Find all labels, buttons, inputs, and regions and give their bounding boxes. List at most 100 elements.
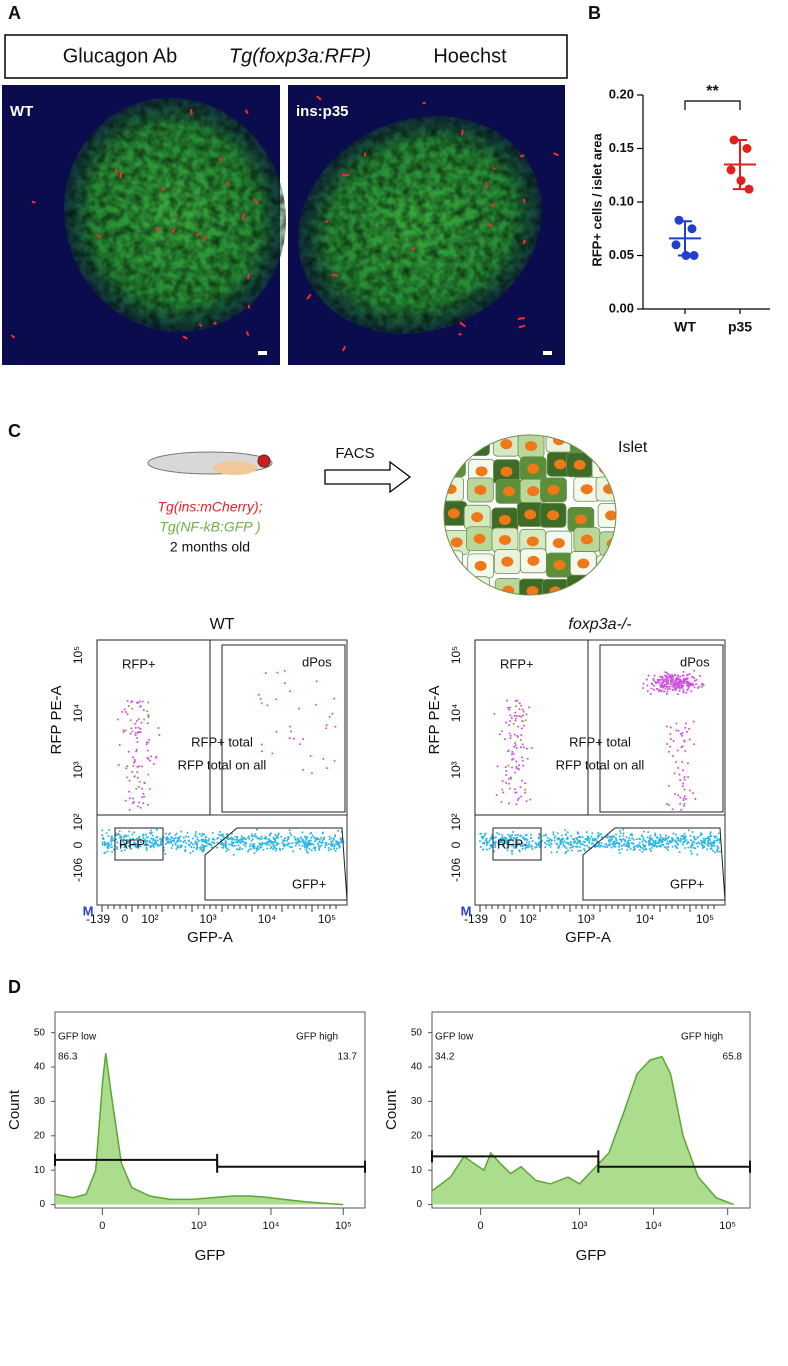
event-dot — [153, 843, 156, 846]
event-dot — [716, 845, 719, 848]
y-tick-label: 10 — [411, 1165, 423, 1176]
event-dot — [685, 691, 688, 694]
event-dot — [483, 835, 486, 838]
event-dot — [612, 835, 615, 838]
rfp-cell — [490, 202, 495, 208]
event-dot — [619, 832, 622, 835]
panel-label: A — [8, 3, 21, 23]
event-dot — [275, 847, 278, 850]
event-dot — [682, 680, 685, 683]
event-dot — [693, 841, 696, 844]
nucleus — [527, 486, 540, 497]
event-dot — [306, 836, 309, 839]
event-dot — [142, 709, 145, 712]
gate — [582, 827, 726, 901]
event-dot — [323, 837, 326, 840]
event-dot — [164, 832, 167, 835]
flow-plot: foxp3a-/- RFP+ dPos RFP+ total RFP total on … — [426, 616, 726, 946]
event-dot — [509, 714, 512, 717]
event-dot — [105, 832, 108, 835]
event-dot — [611, 837, 614, 840]
event-dot — [703, 842, 706, 845]
event-dot — [287, 842, 290, 845]
event-dot — [524, 782, 527, 785]
event-dot — [241, 838, 244, 841]
nucleus — [580, 484, 593, 495]
event-dot — [173, 837, 176, 840]
event-dot — [681, 785, 684, 788]
event-dot — [643, 844, 646, 847]
nucleus — [603, 561, 616, 572]
event-dot — [677, 794, 680, 797]
event-dot — [137, 785, 140, 788]
event-dot — [123, 846, 126, 849]
event-dot — [136, 741, 139, 744]
event-dot — [634, 847, 637, 850]
event-dot — [529, 837, 532, 840]
nucleus — [500, 439, 513, 450]
event-dot — [596, 836, 599, 839]
event-dot — [150, 837, 153, 840]
event-dot — [292, 737, 295, 740]
event-dot — [688, 727, 691, 730]
event-dot — [521, 847, 524, 850]
event-dot — [248, 837, 251, 840]
event-dot — [273, 841, 276, 844]
event-dot — [166, 838, 169, 841]
event-dot — [500, 800, 503, 803]
event-dot — [289, 725, 292, 728]
event-dot — [667, 842, 670, 845]
gate-bar — [597, 1160, 751, 1173]
event-dot — [198, 833, 201, 836]
event-dot — [603, 845, 606, 848]
event-dot — [562, 837, 565, 840]
event-dot — [704, 839, 707, 842]
event-dot — [196, 836, 199, 839]
event-dot — [281, 847, 284, 850]
y-tick-label: 0.15 — [609, 140, 634, 155]
event-dot — [319, 845, 322, 848]
event-dot — [575, 842, 578, 845]
event-dot — [129, 838, 132, 841]
event-dot — [583, 844, 586, 847]
event-dot — [318, 838, 321, 841]
plot-frame — [431, 1011, 751, 1209]
event-dot — [696, 845, 699, 848]
event-dot — [115, 846, 118, 849]
event-dot — [267, 838, 270, 841]
rfp-cell — [155, 227, 161, 232]
event-dot — [707, 835, 710, 838]
event-dot — [508, 839, 511, 842]
event-dot — [686, 730, 689, 733]
nucleus — [547, 510, 560, 521]
event-dot — [639, 838, 642, 841]
event-dot — [667, 750, 670, 753]
event-dot — [253, 852, 256, 855]
event-dot — [661, 838, 664, 841]
event-dot — [130, 848, 133, 851]
rfp-cell — [213, 321, 218, 326]
event-dot — [685, 682, 688, 685]
event-dot — [525, 747, 528, 750]
event-dot — [695, 678, 698, 681]
event-dot — [530, 747, 533, 750]
event-dot — [136, 776, 139, 779]
event-dot — [681, 684, 684, 687]
event-dot — [624, 844, 627, 847]
event-dot — [334, 842, 337, 845]
event-dot — [143, 781, 146, 784]
event-dot — [310, 772, 313, 775]
event-dot — [617, 845, 620, 848]
event-dot — [143, 795, 146, 798]
event-dot — [517, 797, 520, 800]
event-dot — [686, 842, 689, 845]
rfp-cell — [114, 168, 118, 174]
y-tick-label: 0 — [416, 1199, 422, 1210]
event-dot — [662, 843, 665, 846]
event-dot — [238, 839, 241, 842]
event-dot — [666, 849, 669, 852]
event-dot — [497, 840, 500, 843]
event-dot — [515, 765, 518, 768]
event-dot — [138, 700, 141, 703]
event-dot — [123, 848, 126, 851]
